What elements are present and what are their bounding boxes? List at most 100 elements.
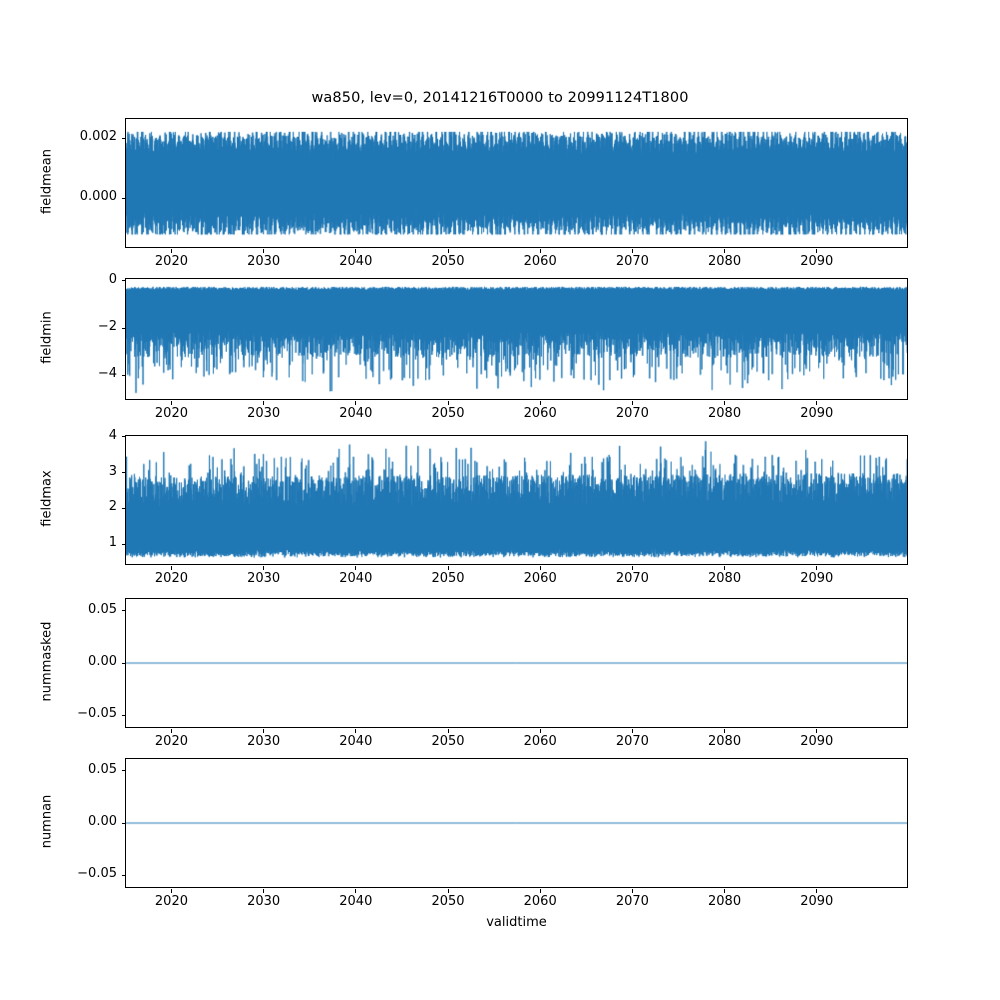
x-tick-mark [447,889,449,893]
x-tick-mark [631,401,633,405]
x-tick-label-nummasked-3: 2050 [431,734,465,749]
y-tick-mark [121,374,125,376]
x-tick-label-numnan-7: 2090 [800,894,834,909]
plot-area-fieldmax [126,436,907,564]
x-tick-label-fieldmin-5: 2070 [615,406,649,421]
x-tick-mark [816,889,818,893]
y-tick-label: 4 [108,427,117,443]
subplot-fieldmax [125,435,908,565]
x-tick-label-fieldmean-2: 2040 [339,254,373,269]
x-tick-mark [816,729,818,733]
x-tick-label-fieldmin-0: 2020 [154,406,188,421]
x-tick-label-fieldmin-7: 2090 [800,406,834,421]
x-tick-label-fieldmax-2: 2040 [339,571,373,586]
x-tick-label-nummasked-1: 2030 [247,734,281,749]
y-tick-mark [121,436,125,438]
figure-title: wa850, lev=0, 20141216T0000 to 20991124T… [311,90,689,106]
y-tick-label: 2 [108,499,117,515]
x-tick-mark [724,566,726,570]
y-tick-mark [121,662,125,664]
y-tick-label: 0.00 [88,654,117,669]
x-tick-mark [263,401,265,405]
y-tick-label: −0.05 [77,706,117,722]
x-tick-mark [539,889,541,893]
x-tick-label-fieldmax-4: 2060 [523,571,557,586]
x-tick-mark [724,249,726,253]
y-axis-label-fieldmean: fieldmean [39,149,55,214]
x-tick-mark [816,249,818,253]
x-tick-mark [170,566,173,570]
x-tick-mark [170,889,173,893]
x-tick-label-fieldmean-5: 2070 [615,254,649,269]
x-tick-mark [263,249,265,253]
y-axis-label-nummasked: nummasked [39,621,55,702]
x-tick-label-numnan-6: 2080 [708,894,742,909]
x-tick-mark [263,889,265,893]
x-tick-mark [539,729,541,733]
y-axis-label-numnan: numnan [39,794,55,849]
x-tick-label-numnan-4: 2060 [523,894,557,909]
y-tick-label: 0.000 [79,189,117,205]
y-tick-mark [121,770,125,772]
x-tick-mark [631,889,633,893]
subplot-fieldmin [125,278,908,400]
y-tick-mark [121,197,125,200]
x-tick-mark [539,566,541,570]
x-tick-mark [355,566,357,570]
x-tick-label-fieldmax-7: 2090 [800,571,834,586]
y-tick-mark [121,472,125,474]
x-tick-label-numnan-3: 2050 [431,894,465,909]
x-tick-mark [631,249,633,253]
x-tick-mark [631,566,633,570]
x-tick-mark [355,889,357,893]
y-tick-mark [121,280,125,282]
x-tick-label-numnan-5: 2070 [615,894,649,909]
x-tick-label-fieldmean-3: 2050 [431,254,465,269]
plot-area-nummasked [126,599,907,727]
x-tick-mark [631,729,633,733]
y-axis-label-fieldmin: fieldmin [39,311,55,364]
x-tick-mark [724,889,726,893]
x-tick-mark [170,249,173,253]
x-tick-label-fieldmean-6: 2080 [708,254,742,269]
x-tick-label-fieldmax-1: 2030 [247,571,281,586]
x-tick-label-numnan-1: 2030 [247,894,281,909]
y-tick-mark [121,714,125,717]
x-tick-label-nummasked-2: 2040 [339,734,373,749]
x-tick-mark [447,729,449,733]
y-tick-mark [121,822,125,824]
y-tick-mark [121,507,125,510]
y-tick-label: 0.05 [88,761,117,777]
x-tick-mark [539,401,541,405]
y-tick-label: −2 [97,319,117,335]
y-tick-mark [121,137,125,140]
x-tick-label-fieldmean-4: 2060 [523,254,557,269]
x-tick-mark [355,729,357,733]
x-tick-label-fieldmin-2: 2040 [339,406,373,421]
x-tick-label-nummasked-7: 2090 [800,734,834,749]
x-tick-mark [816,566,818,570]
x-tick-mark [447,249,449,253]
x-tick-label-numnan-2: 2040 [339,894,373,909]
subplot-numnan [125,758,908,888]
x-tick-mark [355,401,357,405]
x-tick-label-fieldmax-6: 2080 [708,571,742,586]
x-tick-label-fieldmin-1: 2030 [247,406,281,421]
subplot-fieldmean [125,118,908,248]
x-tick-label-fieldmean-0: 2020 [154,254,188,269]
x-tick-mark [170,729,173,733]
y-tick-mark [121,610,125,612]
x-tick-mark [447,566,449,570]
x-tick-mark [355,249,357,253]
x-tick-mark [263,566,265,570]
x-tick-mark [816,401,818,405]
x-tick-mark [447,401,449,405]
x-tick-label-nummasked-5: 2070 [615,734,649,749]
x-tick-mark [724,729,726,733]
subplot-nummasked [125,598,908,728]
x-tick-label-numnan-0: 2020 [154,894,188,909]
y-tick-label: 1 [108,535,117,551]
x-axis-label: validtime [486,915,547,930]
x-tick-label-fieldmin-4: 2060 [523,406,557,421]
